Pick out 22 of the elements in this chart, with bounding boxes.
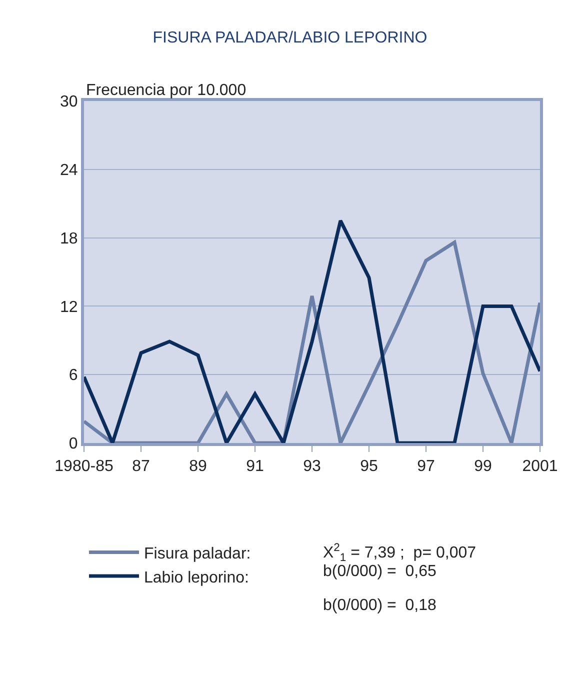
x-tick-label: 87 — [132, 458, 150, 476]
y-tick-label: 24 — [60, 162, 78, 179]
x-tick-label: 97 — [417, 458, 435, 476]
y-tick-label: 6 — [68, 367, 78, 384]
y-tick-label: 18 — [60, 230, 78, 248]
chart-title: FISURA PALADAR/LABIO LEPORINO — [152, 30, 428, 47]
x-tick-label: 2001 — [522, 458, 558, 476]
legend-label: Labio leporino: — [144, 569, 249, 586]
x-tick-label: 91 — [246, 458, 264, 476]
y-tick-label: 0 — [68, 436, 78, 453]
y-tick-label: 12 — [60, 298, 78, 316]
text: b(0/000) = 0,65 — [323, 563, 437, 580]
legend-label: Fisura paladar: — [144, 545, 251, 562]
text: X$^{2}$$_{1}$ = 7,39 ; p= 0,007 — [323, 542, 476, 564]
y-tick-label: 30 — [60, 94, 78, 111]
x-tick-label: 89 — [189, 458, 207, 476]
x-tick-label: 99 — [474, 458, 492, 476]
text: b(0/000) = 0,18 — [323, 597, 437, 614]
x-tick-label: 1980-85 — [54, 458, 114, 476]
y-axis-title: Frecuencia por 10.000 — [86, 82, 246, 99]
x-tick-label: 95 — [360, 458, 378, 476]
x-tick-label: 93 — [303, 458, 321, 476]
